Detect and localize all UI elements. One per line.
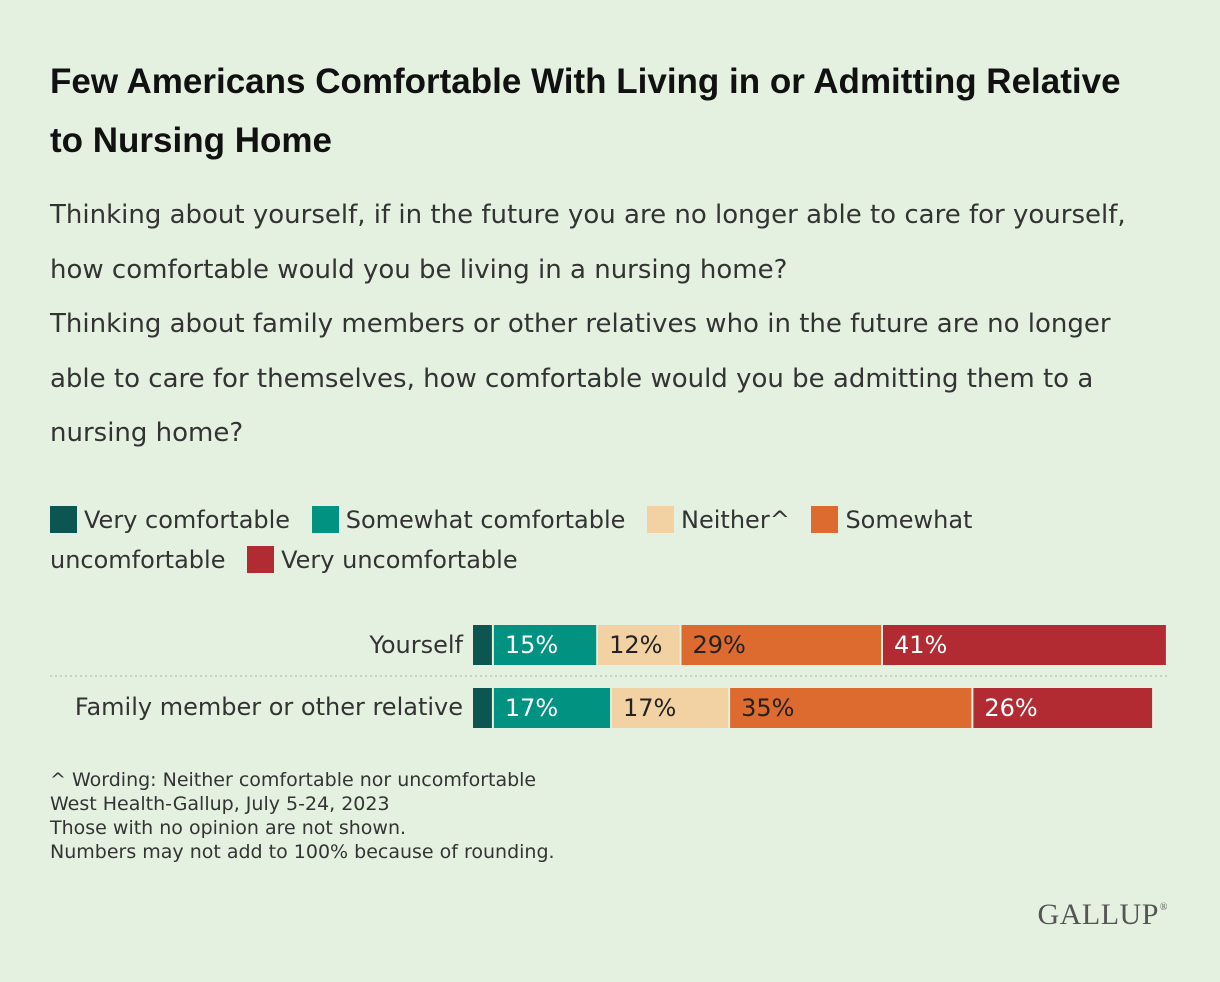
chart-legend: Very comfortable Somewhat comfortable Ne… [50, 500, 1090, 580]
legend-item-somewhat-comfortable: Somewhat comfortable [311, 506, 626, 534]
bar-yourself-neither [598, 625, 680, 665]
legend-label-very-comfortable: Very comfortable [84, 506, 291, 534]
note-source: West Health-Gallup, July 5-24, 2023 [50, 793, 390, 815]
bar-family-member-very-uncomfortable [973, 688, 1153, 728]
subtitle-question-1: Thinking about yourself, if in the futur… [50, 200, 1126, 285]
legend-label-somewhat-uncomfortable: Somewhat uncomfortable [50, 506, 973, 574]
legend-swatch-somewhat-uncomfortable [811, 506, 839, 533]
legend-swatch-very-uncomfortable [247, 546, 275, 573]
bar-family-member-neither [612, 688, 729, 728]
legend-item-somewhat-uncomfortable: Somewhat uncomfortable [50, 506, 972, 574]
legend-item-very-comfortable: Very comfortable [50, 506, 290, 534]
subtitle-question-2: Thinking about family members or other r… [50, 309, 1111, 448]
chart-title: Few Americans Comfortable With Living in… [50, 62, 1121, 160]
registered-mark: ® [1159, 902, 1168, 913]
chart-subtitle: Thinking about yourself, if in the futur… [50, 188, 1170, 461]
gallup-logo: GALLUP® [1038, 898, 1168, 932]
row-label-yourself: Yourself [369, 631, 463, 659]
data-label-family-member-very-uncomfortable: 26% [984, 694, 1037, 722]
note-rounding: Numbers may not add to 100% because of r… [50, 841, 555, 863]
bar-family-member-somewhat-comfortable [493, 688, 611, 728]
legend-label-very-uncomfortable: Very uncomfortable [281, 546, 518, 574]
chart-notes: ^ Wording: Neither comfortable nor uncom… [50, 768, 555, 864]
row-label-family-member: Family member or other relative [74, 693, 463, 721]
data-label-yourself-somewhat-uncomfortable: 29% [693, 631, 746, 659]
bar-yourself-very-comfortable [473, 625, 492, 665]
gallup-logo-text: GALLUP [1037, 898, 1159, 931]
data-label-family-member-somewhat-uncomfortable: 35% [741, 694, 794, 722]
legend-swatch-neither [647, 506, 675, 533]
note-no-opinion: Those with no opinion are not shown. [50, 817, 407, 839]
legend-item-neither: Neither^ [647, 506, 790, 534]
data-label-family-member-somewhat-comfortable: 17% [505, 694, 558, 722]
legend-label-neither: Neither^ [681, 506, 790, 534]
bar-yourself-somewhat-comfortable [493, 625, 597, 665]
legend-swatch-very-comfortable [50, 506, 77, 533]
data-label-yourself-very-uncomfortable: 41% [894, 631, 947, 659]
data-label-yourself-somewhat-comfortable: 15% [505, 631, 558, 659]
data-label-family-member-neither: 17% [623, 694, 676, 722]
bar-yourself-somewhat-uncomfortable [681, 625, 882, 665]
bar-family-member-somewhat-uncomfortable [730, 688, 972, 728]
legend-item-very-uncomfortable: Very uncomfortable [247, 546, 518, 574]
data-label-yourself-neither: 12% [609, 631, 662, 659]
note-wording: ^ Wording: Neither comfortable nor uncom… [50, 769, 537, 791]
bar-yourself-very-uncomfortable [883, 625, 1166, 665]
legend-swatch-somewhat-comfortable [311, 506, 339, 533]
bar-family-member-very-comfortable [473, 688, 492, 728]
legend-label-somewhat-comfortable: Somewhat comfortable [345, 506, 626, 534]
